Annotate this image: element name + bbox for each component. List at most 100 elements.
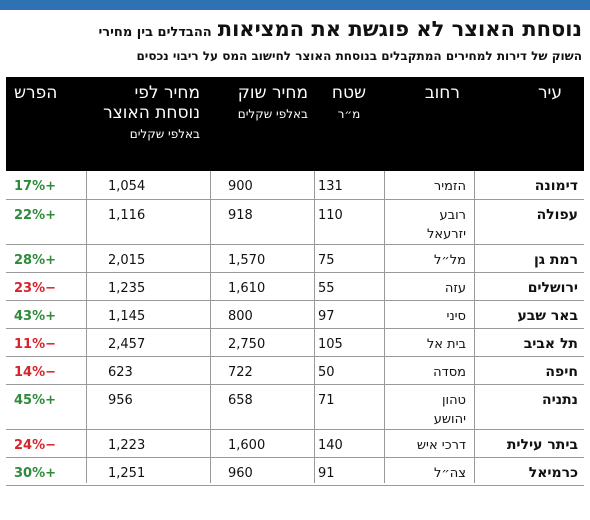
street-line1: הזמיר [433, 179, 466, 194]
cell-treasury-price: 956 [108, 392, 133, 408]
cell-treasury-price: 1,235 [108, 280, 146, 296]
table-row: עפולה רובע יזרעאל 110 918 1,116 +22% [6, 199, 584, 244]
cell-treasury-price: 1,145 [108, 308, 146, 324]
price-table-wrap: עיר רחוב שטח מ״ר מחיר שוק באלפי שקלים מח… [6, 77, 584, 486]
cell-difference: −23% [14, 280, 57, 296]
cell-street: טהון יהושע [384, 384, 474, 429]
cell-difference: −24% [14, 437, 57, 453]
cell-street: מל״ל [384, 244, 474, 272]
cell-street: עזה [384, 272, 474, 300]
table-row: תל אביב בית אל 105 2,750 2,457 −11% [6, 328, 584, 356]
column-divider [314, 171, 315, 483]
street-line2: יהושע [433, 411, 466, 427]
cell-area: 91 [318, 465, 335, 481]
street-line1: דרכי איש [416, 437, 466, 453]
cell-market-price: 918 [228, 207, 253, 223]
price-table: עיר רחוב שטח מ״ר מחיר שוק באלפי שקלים מח… [6, 77, 584, 486]
cell-treasury-price: 1,251 [108, 465, 146, 481]
col-header-street: רחוב [424, 83, 460, 103]
cell-difference: +22% [14, 207, 57, 223]
street-line1: סיני [446, 308, 466, 324]
street-line2: יזרעאל [427, 226, 466, 242]
cell-area: 97 [318, 308, 335, 324]
cell-city: דימונה [534, 178, 578, 194]
page-title: נוסחת האוצר לא פוגשת את המציאות [217, 17, 582, 41]
cell-street: דרכי איש [384, 429, 474, 457]
cell-area: 75 [318, 252, 335, 268]
cell-area: 140 [318, 437, 343, 453]
subtitle-line2: השוק של דירות למחירים המתקבלים בנוסחת הא… [136, 49, 582, 63]
cell-street: סיני [384, 300, 474, 328]
cell-city: ביתר עילית [506, 436, 578, 453]
table-body: דימונה הזמיר 131 900 1,054 +17% עפולה רובע יזרעא… [6, 171, 584, 485]
col-header-treasury-price: מחיר לפי נוסחת האוצר באלפי שקלים [103, 83, 200, 141]
table-row: רמת גן מל״ל 75 1,570 2,015 +28% [6, 244, 584, 272]
cell-city: ירושלים [527, 279, 578, 296]
street-line1: בית אל [426, 336, 466, 352]
cell-market-price: 2,750 [228, 336, 266, 352]
cell-difference: +28% [14, 252, 57, 268]
table-row: ביתר עילית דרכי איש 140 1,600 1,223 −24% [6, 429, 584, 457]
cell-city: נתניה [542, 391, 578, 408]
cell-market-price: 900 [228, 179, 253, 194]
cell-city: תל אביב [523, 335, 578, 352]
cell-market-price: 1,600 [228, 437, 266, 453]
cell-street: צה״ל [384, 457, 474, 485]
cell-city: חיפה [545, 363, 578, 380]
column-divider [384, 171, 385, 483]
col-header-city: עיר [537, 83, 562, 103]
cell-treasury-price: 1,223 [108, 437, 146, 453]
cell-market-price: 658 [228, 392, 253, 408]
column-divider [210, 171, 211, 483]
cell-area: 105 [318, 336, 343, 352]
title-row: נוסחת האוצר לא פוגשת את המציאות ההבדלים ב… [8, 15, 582, 47]
top-accent-bar [0, 0, 590, 10]
cell-street: הזמיר [384, 171, 474, 199]
cell-market-price: 1,570 [228, 252, 266, 268]
cell-difference: −14% [14, 364, 57, 380]
cell-treasury-price: 2,457 [108, 336, 146, 352]
street-line1: מסדה [433, 364, 466, 380]
street-line1: מל״ל [434, 252, 466, 268]
street-line1: טהון [441, 392, 466, 408]
column-divider [474, 171, 475, 483]
cell-market-price: 960 [228, 465, 253, 481]
cell-area: 131 [318, 179, 343, 194]
cell-treasury-price: 1,116 [108, 207, 146, 223]
table-row: ירושלים עזה 55 1,610 1,235 −23% [6, 272, 584, 300]
cell-area: 50 [318, 364, 335, 380]
table-row: דימונה הזמיר 131 900 1,054 +17% [6, 171, 584, 199]
cell-difference: −11% [14, 336, 57, 352]
cell-city: רמת גן [533, 251, 578, 268]
cell-treasury-price: 2,015 [108, 252, 146, 268]
cell-market-price: 1,610 [228, 280, 266, 296]
column-divider [86, 171, 87, 483]
cell-treasury-price: 1,054 [108, 179, 146, 194]
cell-city: עפולה [536, 206, 578, 223]
cell-area: 55 [318, 280, 335, 296]
cell-city: באר שבע [517, 307, 578, 324]
table-row: כרמיאל צה״ל 91 960 1,251 +30% [6, 457, 584, 485]
header: נוסחת האוצר לא פוגשת את המציאות ההבדלים ב… [8, 15, 582, 65]
cell-difference: +30% [14, 465, 57, 481]
col-header-difference: הפרש [14, 83, 58, 103]
table-row: חיפה מסדה 50 722 623 −14% [6, 356, 584, 384]
col-header-area: שטח מ״ר [331, 83, 367, 121]
cell-market-price: 722 [228, 364, 253, 380]
subtitle-inline: ההבדלים בין מחירי [98, 25, 212, 40]
cell-street: בית אל [384, 328, 474, 356]
street-line1: עזה [444, 280, 466, 296]
street-line1: צה״ל [434, 465, 466, 481]
cell-difference: +45% [14, 392, 57, 408]
cell-market-price: 800 [228, 308, 253, 324]
cell-street: רובע יזרעאל [384, 199, 474, 244]
street-line1: רובע [439, 207, 466, 223]
col-header-market-price: מחיר שוק באלפי שקלים [237, 83, 308, 121]
cell-street: מסדה [384, 356, 474, 384]
cell-area: 71 [318, 392, 335, 408]
table-header-row: עיר רחוב שטח מ״ר מחיר שוק באלפי שקלים מח… [6, 77, 584, 171]
cell-treasury-price: 623 [108, 364, 133, 380]
cell-area: 110 [318, 207, 343, 223]
cell-difference: +43% [14, 308, 57, 324]
table-row: באר שבע סיני 97 800 1,145 +43% [6, 300, 584, 328]
